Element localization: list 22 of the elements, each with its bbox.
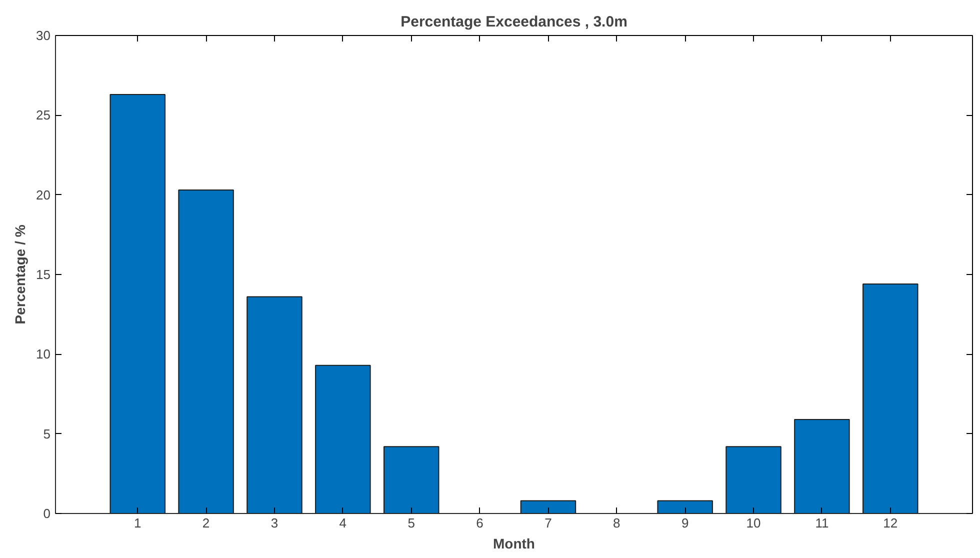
x-tick-label: 3 xyxy=(270,516,278,530)
x-tick-label: 6 xyxy=(476,516,484,530)
x-tick-label: 12 xyxy=(883,516,898,530)
y-tick-label: 25 xyxy=(36,108,51,123)
x-tick-label: 2 xyxy=(202,516,210,530)
y-tick-label: 20 xyxy=(36,187,51,202)
y-tick-label: 30 xyxy=(36,28,51,43)
x-tick-label: 7 xyxy=(544,516,552,530)
y-tick-label: 5 xyxy=(43,426,51,442)
chart-title: Percentage Exceedances , 3.0m xyxy=(400,14,628,30)
x-tick-label: 5 xyxy=(408,516,415,530)
x-tick-label: 9 xyxy=(681,516,689,530)
y-tick-label: 10 xyxy=(36,346,51,362)
y-tick-label: 0 xyxy=(43,506,51,521)
x-tick-label: 10 xyxy=(746,516,761,530)
x-tick-label: 4 xyxy=(339,516,347,530)
y-axis-title: Percentage / % xyxy=(12,224,28,324)
x-axis-title: Month xyxy=(493,536,535,552)
x-tick-label: 8 xyxy=(613,516,620,530)
y-tick-label: 15 xyxy=(36,267,51,282)
x-tick-label: 1 xyxy=(134,516,142,530)
x-tick-label: 11 xyxy=(815,516,829,530)
